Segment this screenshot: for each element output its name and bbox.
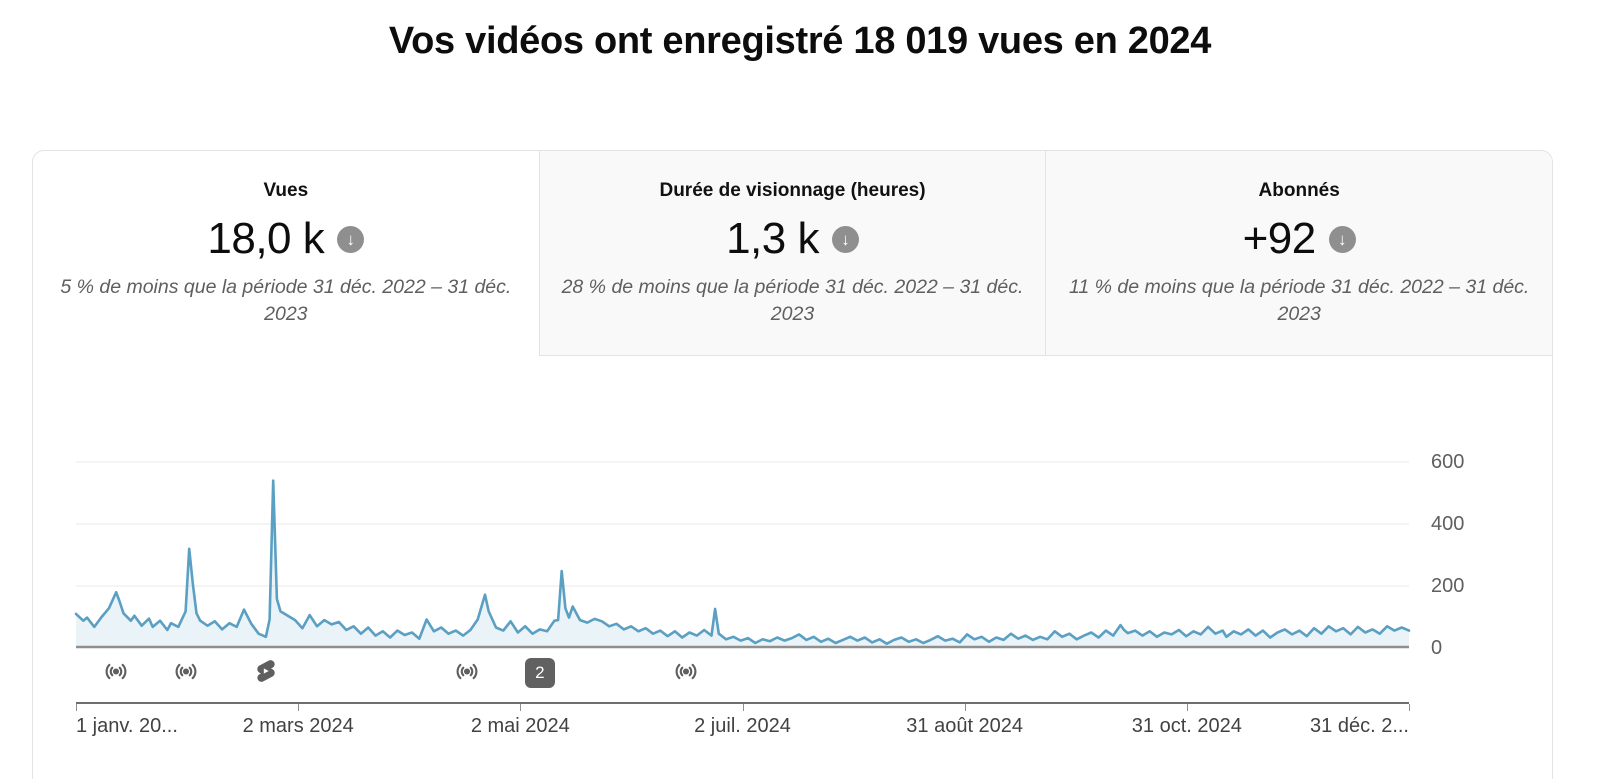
x-tick-label: 1 janv. 20... [76, 715, 178, 737]
series-area-fill [76, 480, 1409, 648]
page-title: Vos vidéos ont enregistré 18 019 vues en… [388, 20, 1212, 62]
x-tick [298, 704, 300, 711]
tab-subscribers-label: Abonnés [1258, 180, 1340, 201]
views-chart: 600 400 200 0 2 1 janv. 20... 2 mars 2024 2 m… [74, 391, 1464, 742]
tab-views-value: 18,0 k [207, 214, 325, 263]
broadcast-icon[interactable] [453, 658, 480, 685]
chart-plot-area[interactable]: 600 400 200 0 [74, 391, 1464, 659]
broadcast-icon[interactable] [103, 658, 130, 685]
tab-watch-time-comparison: 28 % de moins que la période 31 déc. 202… [561, 276, 1024, 325]
x-tick [76, 704, 77, 711]
x-tick-label: 2 mars 2024 [242, 715, 354, 737]
tab-subscribers-comparison: 11 % de moins que la période 31 déc. 202… [1068, 276, 1530, 325]
metric-tabs: Vues 18,0 k ↓ 5 % de moins que la périod… [33, 151, 1553, 356]
tab-views[interactable]: Vues 18,0 k ↓ 5 % de moins que la périod… [33, 151, 539, 356]
x-tick [520, 704, 522, 711]
x-tick-label: 31 oct. 2024 [1131, 715, 1242, 737]
x-tick-label: 31 déc. 2... [1310, 715, 1409, 737]
x-tick [1409, 704, 1410, 711]
event-marker-row: 2 [76, 648, 1409, 702]
tab-watch-time-value: 1,3 k [726, 214, 819, 263]
shorts-icon[interactable] [253, 658, 279, 684]
x-tick-label: 2 mai 2024 [470, 715, 570, 737]
y-tick-label: 200 [1431, 575, 1465, 597]
tab-views-label: Vues [263, 180, 309, 201]
arrow-down-icon: ↓ [831, 225, 859, 253]
x-tick [742, 704, 744, 711]
arrow-down-icon: ↓ [1328, 225, 1356, 253]
tab-subscribers-value: +92 [1242, 214, 1317, 263]
tab-views-comparison: 5 % de moins que la période 31 déc. 2022… [60, 276, 512, 325]
tab-watch-time-label: Durée de visionnage (heures) [659, 180, 926, 201]
broadcast-icon[interactable] [172, 658, 199, 685]
grouped-events-badge[interactable]: 2 [524, 658, 555, 688]
x-tick-label: 31 août 2024 [906, 715, 1024, 737]
y-tick-label: 400 [1431, 513, 1465, 535]
x-tick-label: 2 juil. 2024 [694, 715, 791, 737]
x-axis: 1 janv. 20... 2 mars 2024 2 mai 2024 2 juil… [76, 702, 1410, 742]
grouped-events-count: 2 [524, 658, 555, 688]
x-tick [964, 704, 966, 711]
tab-watch-time[interactable]: Durée de visionnage (heures) 1,3 k ↓ 28 … [538, 151, 1046, 356]
arrow-down-icon: ↓ [337, 225, 365, 253]
y-tick-label: 600 [1431, 451, 1465, 473]
area-chart-svg [74, 461, 1411, 649]
broadcast-icon[interactable] [672, 658, 699, 685]
series-line [74, 479, 1411, 645]
x-tick [1186, 704, 1188, 711]
y-tick-label: 0 [1431, 637, 1443, 659]
analytics-card: Vues 18,0 k ↓ 5 % de moins que la périod… [32, 150, 1553, 779]
tab-subscribers[interactable]: Abonnés +92 ↓ 11 % de moins que la pério… [1045, 151, 1553, 356]
